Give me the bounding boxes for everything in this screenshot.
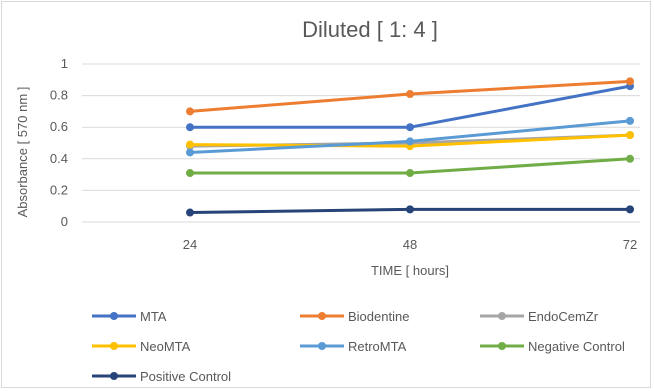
legend-label: MTA (140, 309, 167, 324)
legend-marker (110, 342, 118, 350)
series-positive-control (186, 205, 634, 217)
y-tick-label: 1 (61, 56, 68, 71)
data-point-mta (406, 123, 414, 132)
data-point-biodentine (406, 90, 414, 99)
data-point-positive-control (186, 208, 194, 217)
x-axis-label: TIME [ hours] (371, 263, 449, 278)
legend-label: EndoCemZr (528, 309, 599, 324)
legend-marker (110, 312, 118, 320)
legend-item-neomta: NeoMTA (92, 339, 191, 354)
y-tick-label: 0.2 (50, 182, 68, 197)
data-point-mta (186, 123, 194, 132)
legend-marker (498, 342, 506, 350)
y-tick-label: 0.6 (50, 119, 68, 134)
legend-label: RetroMTA (348, 339, 407, 354)
series-biodentine (186, 77, 634, 116)
data-point-retromta (406, 137, 414, 146)
series-retromta (186, 116, 634, 157)
legend-item-endocemzr: EndoCemZr (480, 309, 599, 324)
y-tick-label: 0.4 (50, 151, 68, 166)
legend: MTA Biodentine EndoCemZr NeoMTA RetroMTA Nega… (92, 309, 625, 384)
series-layer (186, 77, 634, 217)
legend-marker (318, 312, 326, 320)
data-point-neomta (626, 131, 634, 140)
legend-item-negative-control: Negative Control (480, 339, 625, 354)
legend-marker (110, 372, 118, 380)
data-point-negative-control (406, 169, 414, 178)
legend-label: Biodentine (348, 309, 409, 324)
data-point-negative-control (186, 169, 194, 178)
legend-item-retromta: RetroMTA (300, 339, 407, 354)
legend-item-positive-control: Positive Control (92, 369, 231, 384)
series-mta (186, 82, 634, 132)
legend-item-biodentine: Biodentine (300, 309, 409, 324)
data-point-biodentine (186, 107, 194, 116)
gridlines (82, 63, 640, 223)
legend-label: Positive Control (140, 369, 231, 384)
data-point-retromta (186, 148, 194, 157)
data-point-positive-control (626, 205, 634, 214)
data-point-retromta (626, 116, 634, 125)
y-tick-label: 0 (61, 214, 68, 229)
data-point-biodentine (626, 77, 634, 86)
x-tick-label: 24 (183, 237, 197, 252)
y-axis-label: Absorbance [ 570 nm ] (15, 87, 30, 218)
data-point-positive-control (406, 205, 414, 214)
y-axis-ticks: 0 0.2 0.4 0.6 0.8 1 (50, 56, 68, 229)
legend-marker (318, 342, 326, 350)
data-point-neomta (186, 140, 194, 149)
x-axis-ticks: 24 48 72 (183, 237, 637, 252)
legend-marker (498, 312, 506, 320)
x-tick-label: 72 (623, 237, 637, 252)
series-negative-control (186, 154, 634, 178)
data-point-negative-control (626, 154, 634, 163)
legend-label: Negative Control (528, 339, 625, 354)
legend-label: NeoMTA (140, 339, 191, 354)
x-tick-label: 48 (403, 237, 417, 252)
chart-title: Diluted [ 1: 4 ] (302, 17, 438, 42)
legend-item-mta: MTA (92, 309, 167, 324)
y-tick-label: 0.8 (50, 88, 68, 103)
